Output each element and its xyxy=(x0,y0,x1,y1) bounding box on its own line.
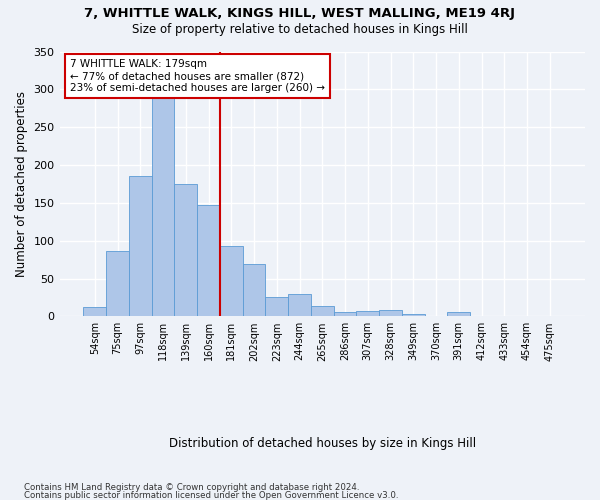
Bar xyxy=(83,306,106,316)
Bar xyxy=(106,252,129,316)
Text: Contains HM Land Registry data © Crown copyright and database right 2024.: Contains HM Land Registry data © Crown c… xyxy=(24,484,359,492)
Bar xyxy=(334,312,356,316)
Y-axis label: Number of detached properties: Number of detached properties xyxy=(15,91,28,277)
Bar xyxy=(242,264,265,316)
Bar xyxy=(402,314,425,316)
X-axis label: Distribution of detached houses by size in Kings Hill: Distribution of detached houses by size … xyxy=(169,437,476,450)
Text: 7 WHITTLE WALK: 179sqm
← 77% of detached houses are smaller (872)
23% of semi-de: 7 WHITTLE WALK: 179sqm ← 77% of detached… xyxy=(70,60,325,92)
Bar xyxy=(379,310,402,316)
Bar xyxy=(311,306,334,316)
Bar xyxy=(288,294,311,316)
Bar xyxy=(220,246,242,316)
Bar xyxy=(356,311,379,316)
Bar xyxy=(175,184,197,316)
Bar xyxy=(197,205,220,316)
Bar xyxy=(152,98,175,316)
Bar xyxy=(129,176,152,316)
Bar xyxy=(448,312,470,316)
Text: Contains public sector information licensed under the Open Government Licence v3: Contains public sector information licen… xyxy=(24,491,398,500)
Bar xyxy=(265,296,288,316)
Text: Size of property relative to detached houses in Kings Hill: Size of property relative to detached ho… xyxy=(132,22,468,36)
Text: 7, WHITTLE WALK, KINGS HILL, WEST MALLING, ME19 4RJ: 7, WHITTLE WALK, KINGS HILL, WEST MALLIN… xyxy=(85,8,515,20)
